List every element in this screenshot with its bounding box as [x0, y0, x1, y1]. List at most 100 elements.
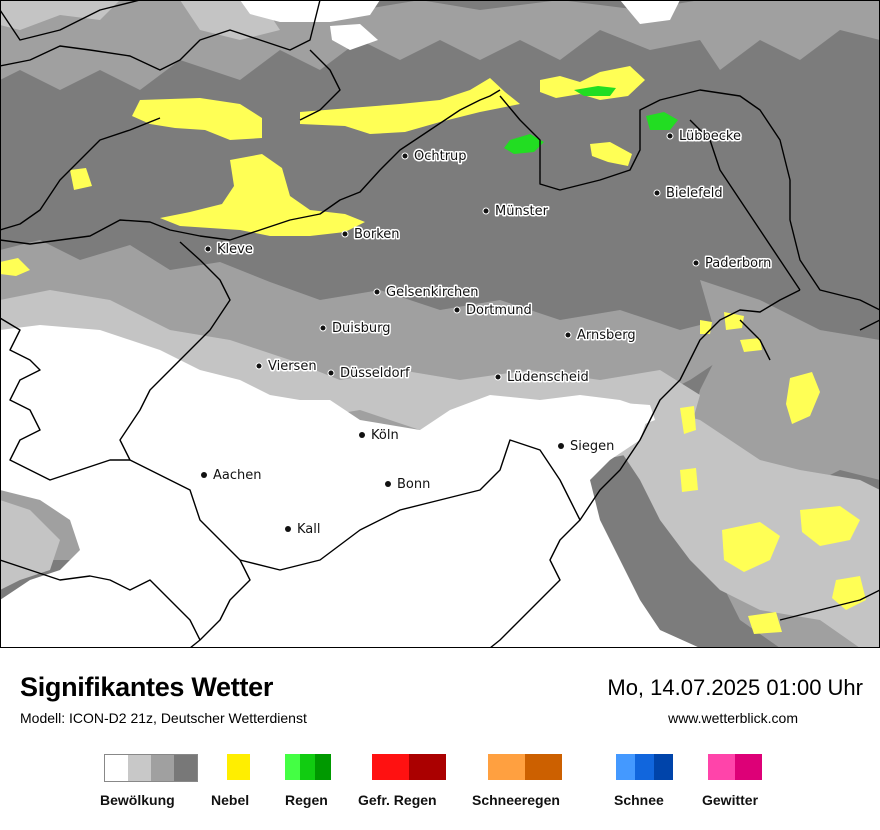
- svg-text:Duisburg: Duisburg: [332, 321, 391, 336]
- model-info: Modell: ICON-D2 21z, Deutscher Wetterdie…: [20, 710, 307, 726]
- legend-label-fog: Nebel: [211, 792, 250, 808]
- city-dortmund: Dortmund Dortmund: [453, 302, 533, 320]
- clear-sky-area: [330, 24, 378, 50]
- legend-swatch: [372, 754, 409, 780]
- city-borken: Borken Borken: [341, 226, 401, 244]
- state-borders: [0, 0, 880, 648]
- clear-sky-area: [0, 325, 700, 648]
- city-siegen: Siegen: [558, 439, 614, 454]
- svg-text:Lübbecke: Lübbecke: [679, 129, 741, 144]
- legend-swatch: [735, 754, 762, 780]
- legend-swatch: [227, 754, 250, 780]
- svg-text:Viersen: Viersen: [268, 359, 317, 374]
- legend-swatch: [488, 754, 525, 780]
- legend-swatch: [315, 754, 331, 780]
- svg-text:Münster: Münster: [495, 204, 549, 219]
- svg-text:Bielefeld: Bielefeld: [666, 186, 723, 201]
- cloud-light-area: [0, 0, 120, 30]
- legend-rain: [285, 754, 331, 780]
- website-link[interactable]: www.wetterblick.com: [668, 710, 798, 726]
- legend-snow: [616, 754, 673, 780]
- forecast-datetime: Mo, 14.07.2025 01:00 Uhr: [607, 675, 863, 700]
- cloud-light-area: [0, 500, 60, 590]
- city-label: Lüdenscheid: [507, 370, 589, 385]
- legend-swatch: [128, 755, 151, 781]
- legend-label-thunderstorm: Gewitter: [702, 792, 759, 808]
- svg-text:Arnsberg: Arnsberg: [577, 328, 636, 343]
- city-label: Lübbecke: [679, 129, 741, 144]
- svg-text:Kleve: Kleve: [217, 242, 253, 257]
- legend-swatch: [635, 754, 654, 780]
- clear-sky-area: [560, 402, 655, 430]
- city-label: Siegen: [570, 439, 614, 454]
- legend-fog: [227, 754, 250, 780]
- city-label: Gelsenkirchen: [386, 285, 479, 300]
- city-label: Dortmund: [466, 303, 532, 318]
- legend-swatch: [654, 754, 673, 780]
- city-label: Ochtrup: [414, 149, 467, 164]
- legend-label-cloud-cover: Bewölkung: [100, 792, 175, 808]
- city-viersen: Viersen Viersen: [255, 358, 318, 376]
- city-gelsenkirchen: Gelsenkirchen Gelsenkirchen: [373, 284, 480, 302]
- legend-swatch: [616, 754, 635, 780]
- legend-thunderstorm: [708, 754, 762, 780]
- city-label: Bonn: [397, 477, 430, 492]
- svg-text:Gelsenkirchen: Gelsenkirchen: [386, 285, 479, 300]
- cloud-light-area: [620, 400, 880, 648]
- city-bielefeld: Bielefeld Bielefeld: [653, 185, 724, 203]
- legend-freezing-rain: [372, 754, 446, 780]
- city-duisburg: Duisburg Duisburg: [319, 320, 392, 338]
- city-label: Düsseldorf: [340, 366, 410, 381]
- legend-swatch: [285, 754, 300, 780]
- svg-text:Dortmund: Dortmund: [466, 303, 532, 318]
- city-label: Bielefeld: [666, 186, 723, 201]
- legend-label-sleet: Schneeregen: [472, 792, 560, 808]
- city-kall: Kall: [285, 522, 321, 537]
- map-footer: Signifikantes Wetter Modell: ICON-D2 21z…: [0, 648, 880, 830]
- legend-swatch: [174, 755, 197, 781]
- clear-sky-area: [240, 0, 380, 22]
- legend-swatch: [105, 755, 128, 781]
- city-koeln: Köln: [359, 428, 399, 443]
- svg-text:Borken: Borken: [354, 227, 400, 242]
- svg-text:Lüdenscheid: Lüdenscheid: [507, 370, 589, 385]
- legend-swatch: [300, 754, 315, 780]
- svg-text:Ochtrup: Ochtrup: [414, 149, 467, 164]
- legend-swatch: [708, 754, 735, 780]
- legend-swatch: [151, 755, 174, 781]
- city-bonn: Bonn: [385, 477, 430, 492]
- city-label: Köln: [371, 428, 399, 443]
- city-aachen: Aachen: [201, 468, 261, 483]
- city-label: Viersen: [268, 359, 317, 374]
- legend-label-rain: Regen: [285, 792, 328, 808]
- city-duesseldorf: Düsseldorf Düsseldorf: [327, 365, 411, 383]
- legend-label-snow: Schnee: [614, 792, 664, 808]
- city-label: Kall: [297, 522, 321, 537]
- city-paderborn: Paderborn Paderborn: [692, 255, 773, 273]
- rain-areas: [504, 86, 678, 154]
- city-kleve: Kleve Kleve: [204, 241, 254, 259]
- city-label: Münster: [495, 204, 549, 219]
- city-label: Paderborn: [705, 256, 771, 271]
- cloud-medium-area: [690, 280, 880, 490]
- city-label: Arnsberg: [577, 328, 636, 343]
- city-ochtrup: Ochtrup Ochtrup: [401, 148, 468, 166]
- weather-map: Ochtrup Ochtrup Lübbecke Lübbecke Bielef…: [0, 0, 880, 648]
- city-label: Aachen: [213, 468, 261, 483]
- city-label: Borken: [354, 227, 400, 242]
- legend-swatch: [409, 754, 446, 780]
- city-label: Duisburg: [332, 321, 391, 336]
- legend-label-freezing-rain: Gefr. Regen: [358, 792, 437, 808]
- city-label: Kleve: [217, 242, 253, 257]
- svg-text:Paderborn: Paderborn: [705, 256, 771, 271]
- map-title: Signifikantes Wetter: [20, 672, 274, 702]
- city-luedenscheid: Lüdenscheid Lüdenscheid: [494, 369, 590, 387]
- legend-swatch: [525, 754, 562, 780]
- clear-sky-area: [620, 0, 680, 24]
- city-luebbecke: Lübbecke Lübbecke: [666, 128, 742, 146]
- city-arnsberg: Arnsberg Arnsberg: [564, 327, 637, 345]
- svg-text:Düsseldorf: Düsseldorf: [340, 366, 410, 381]
- legend-cloud-cover: [104, 754, 198, 782]
- legend-sleet: [488, 754, 562, 780]
- city-muenster: Münster Münster: [482, 203, 550, 221]
